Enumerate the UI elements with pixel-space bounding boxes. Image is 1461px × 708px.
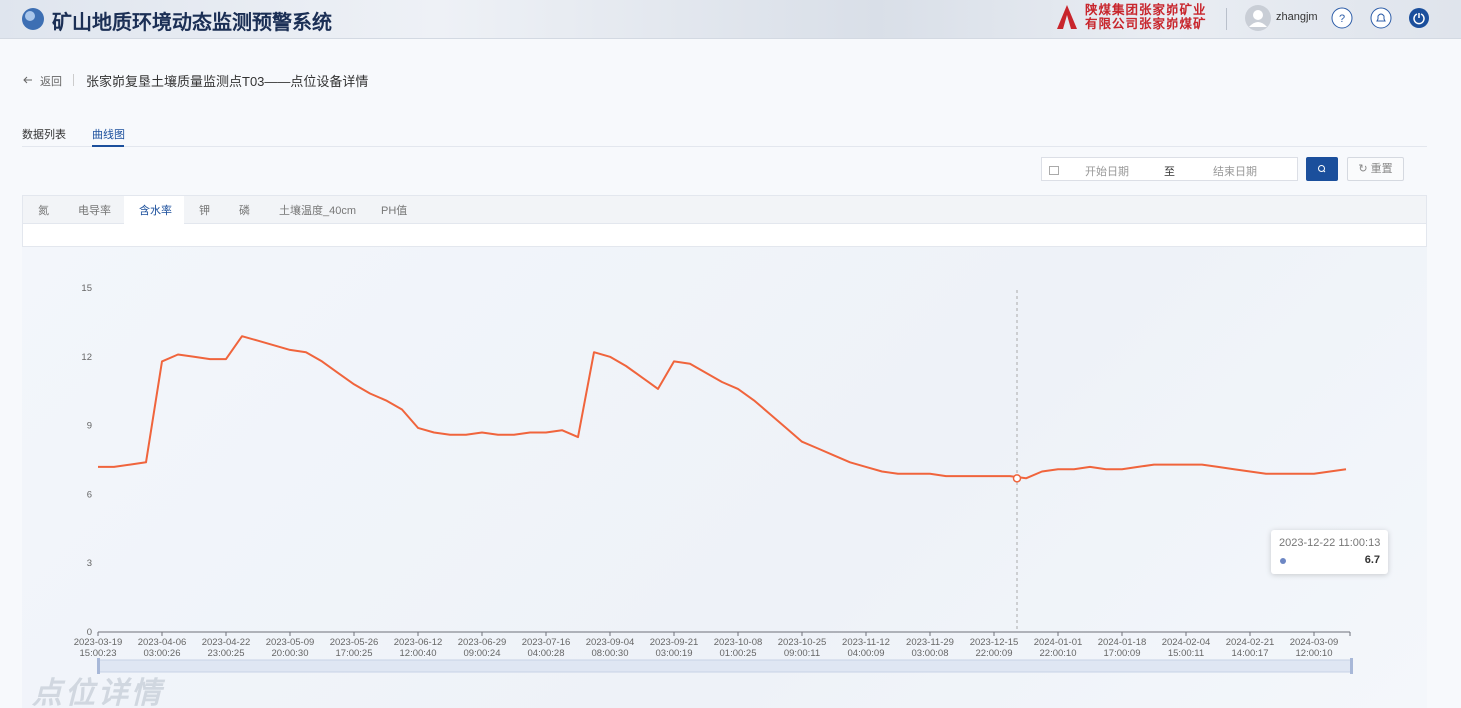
x-tick-label: 2024-01-01 22:00:10 bbox=[1033, 637, 1083, 659]
help-icon[interactable]: ? bbox=[1331, 7, 1353, 29]
company-name: 陕煤集团张家峁矿业 有限公司张家峁煤矿 bbox=[1085, 3, 1207, 31]
x-tick-label: 2023-12-15 22:00:09 bbox=[969, 637, 1019, 659]
x-tick-label: 2024-02-21 14:00:17 bbox=[1225, 637, 1275, 659]
y-tick-label: 6 bbox=[87, 489, 92, 500]
metric-tab[interactable]: 磷 bbox=[239, 205, 250, 217]
company-line: 陕煤集团张家峁矿业 bbox=[1085, 3, 1207, 17]
data-line bbox=[98, 335, 1347, 480]
y-tick-label: 3 bbox=[87, 558, 92, 569]
tooltip-value: 6.7 bbox=[1364, 554, 1380, 566]
svg-text:?: ? bbox=[1339, 13, 1345, 25]
x-tick-label: 2023-04-06 03:00:26 bbox=[137, 637, 187, 659]
metric-tab[interactable]: 土壤温度_40cm bbox=[279, 205, 357, 217]
panel-strip bbox=[22, 224, 1427, 247]
divider bbox=[1226, 8, 1227, 30]
back-link[interactable]: 返回 bbox=[40, 76, 62, 88]
company-logo bbox=[1057, 5, 1077, 29]
x-tick-label: 2023-06-29 09:00:24 bbox=[457, 637, 507, 659]
x-tick-label: 2023-11-29 03:00:08 bbox=[906, 637, 954, 659]
logo bbox=[22, 8, 44, 30]
x-tick-label: 2023-03-19 15:00:23 bbox=[73, 637, 123, 659]
end-date[interactable]: 结束日期 bbox=[1213, 166, 1257, 178]
reset-button[interactable]: ↻ 重置 bbox=[1347, 157, 1404, 181]
active-metric-bg bbox=[124, 196, 184, 224]
metric-tab[interactable]: PH值 bbox=[381, 205, 408, 217]
tooltip-dot bbox=[1280, 558, 1286, 564]
x-tick-label: 2024-03-09 12:00:10 bbox=[1289, 637, 1339, 659]
username[interactable]: zhangjm bbox=[1276, 11, 1318, 23]
page-title: 张家峁复垦土壤质量监测点T03——点位设备详情 bbox=[86, 74, 369, 89]
x-tick-label: 2023-09-04 08:00:30 bbox=[585, 637, 635, 659]
range-separator: 至 bbox=[1164, 166, 1175, 178]
divider bbox=[73, 74, 74, 86]
hover-point bbox=[1012, 474, 1022, 483]
metric-tab[interactable]: 含水率 bbox=[139, 205, 172, 217]
header: 矿山地质环境动态监测预警系统 陕煤集团张家峁矿业 有限公司张家峁煤矿 zhangj… bbox=[0, 0, 1461, 39]
avatar[interactable] bbox=[1244, 4, 1272, 32]
back-arrow[interactable] bbox=[22, 74, 34, 86]
zoom-slider bbox=[97, 659, 1353, 673]
bell-icon[interactable] bbox=[1370, 7, 1392, 29]
search-icon bbox=[1318, 165, 1326, 173]
chart-panel bbox=[22, 247, 1427, 708]
date-range[interactable]: 开始日期 至 结束日期 bbox=[1041, 157, 1298, 181]
x-tick-label: 2023-10-08 01:00:25 bbox=[713, 637, 763, 659]
x-tick-label: 2023-06-12 12:00:40 bbox=[393, 637, 443, 659]
x-tick-label: 2023-11-12 04:00:09 bbox=[842, 637, 890, 659]
y-tick-label: 9 bbox=[87, 421, 92, 432]
x-tick-label: 2023-09-21 03:00:19 bbox=[649, 637, 699, 659]
start-date[interactable]: 开始日期 bbox=[1085, 166, 1129, 178]
x-tick-label: 2024-01-18 17:00:09 bbox=[1097, 637, 1147, 659]
x-tick-label: 2023-05-09 20:00:30 bbox=[265, 637, 315, 659]
x-tick-label: 2023-07-16 04:00:28 bbox=[521, 637, 571, 659]
x-tick-label: 2023-04-22 23:00:25 bbox=[201, 637, 251, 659]
watermark: 点位详情 bbox=[32, 676, 164, 708]
x-tick-label: 2023-10-25 09:00:11 bbox=[777, 637, 827, 659]
x-tick-label: 2023-05-26 17:00:25 bbox=[329, 637, 379, 659]
metric-tab[interactable]: 氮 bbox=[38, 205, 49, 217]
calendar-icon bbox=[1049, 166, 1059, 175]
y-tick-label: 0 bbox=[87, 627, 92, 638]
y-tick-label: 15 bbox=[81, 283, 92, 294]
logout-icon[interactable] bbox=[1408, 7, 1430, 29]
metric-tab-bar bbox=[22, 195, 1427, 224]
reset-label: 重置 bbox=[1370, 163, 1393, 175]
zoom-handle bbox=[1350, 658, 1353, 674]
zoom-handle bbox=[97, 658, 100, 674]
view-tab[interactable]: 数据列表 bbox=[22, 129, 66, 141]
company-line: 有限公司张家峁煤矿 bbox=[1085, 17, 1207, 31]
metric-tab[interactable]: 电导率 bbox=[78, 205, 111, 217]
x-tick-label: 2024-02-04 15:00:11 bbox=[1161, 637, 1211, 659]
view-tab[interactable]: 曲线图 bbox=[92, 129, 125, 141]
tooltip-time: 2023-12-22 11:00:13 bbox=[1279, 537, 1381, 549]
y-tick-label: 12 bbox=[81, 352, 92, 363]
app-title: 矿山地质环境动态监测预警系统 bbox=[52, 12, 332, 34]
tooltip: 2023-12-22 11:00:13 6.7 bbox=[1271, 530, 1388, 574]
tab-divider bbox=[22, 146, 1427, 147]
search-button[interactable] bbox=[1306, 157, 1338, 181]
metric-tab[interactable]: 钾 bbox=[199, 205, 210, 217]
active-tab-underline bbox=[92, 145, 124, 147]
